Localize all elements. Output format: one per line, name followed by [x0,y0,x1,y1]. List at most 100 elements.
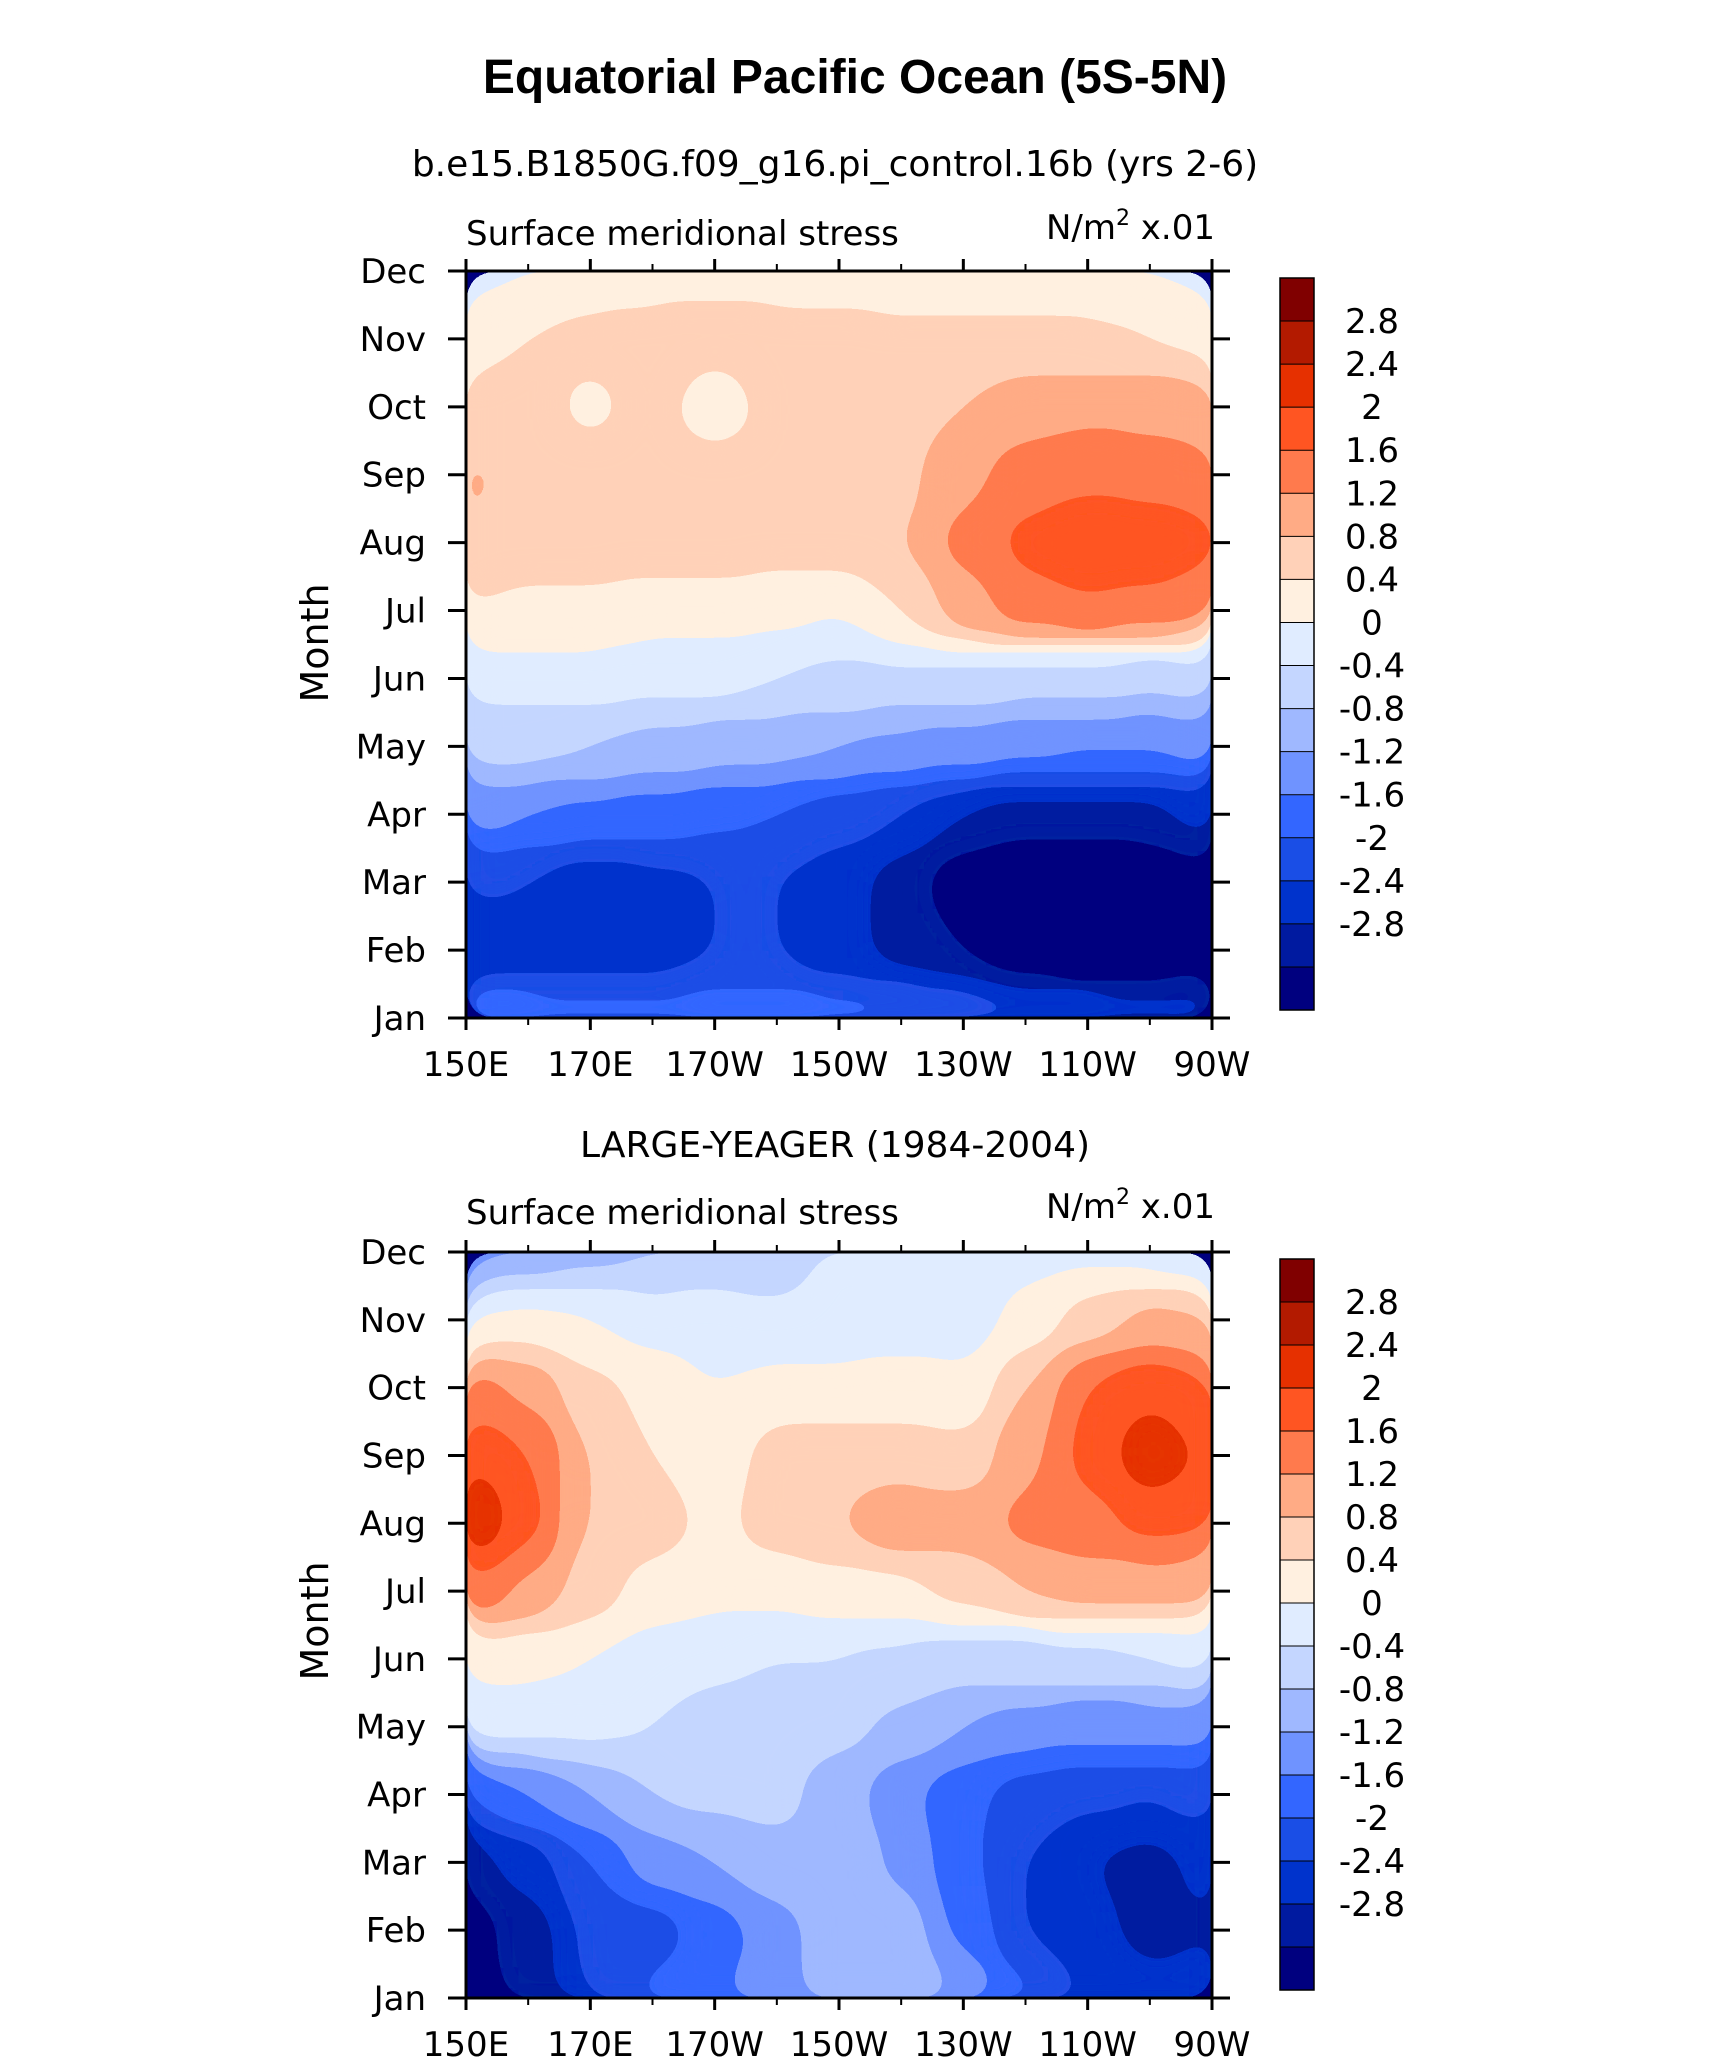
colorbar-label: -2 [1355,1799,1389,1839]
colorbar-swatch [1280,881,1314,925]
colorbar-swatch [1280,622,1314,666]
colorbar-label: 0 [1361,603,1383,643]
units-scale: x.01 [1130,1187,1215,1227]
colorbar-swatch [1280,924,1314,968]
colorbar-swatch [1280,1345,1314,1389]
units-base: N/m [1046,208,1116,248]
y-tick-label: Apr [367,1776,426,1816]
colorbar-swatch [1280,666,1314,710]
colorbar-label: 1.6 [1345,431,1399,471]
y-tick-label: Feb [366,1911,426,1951]
y-tick-label: Aug [360,1504,426,1544]
y-tick-label: Mar [362,1843,426,1883]
units-base: N/m [1046,1187,1116,1227]
x-tick-label: 170W [665,1045,764,1085]
colorbar-label: -2 [1355,819,1389,859]
colorbar-swatch [1280,1603,1314,1647]
colorbar-swatch [1280,1474,1314,1518]
colorbar-label: -2.8 [1339,905,1405,945]
y-tick-label: Oct [367,388,426,428]
colorbar-swatch [1280,1732,1314,1776]
colorbar-label: -0.8 [1339,690,1405,730]
colorbar-label: 0.8 [1345,1498,1399,1538]
x-tick-label: 170E [547,1045,633,1085]
colorbar-swatch [1280,1560,1314,1604]
colorbar-label: 1.6 [1345,1412,1399,1452]
contour-field [426,231,1252,1058]
x-tick-label: 110W [1038,1045,1137,1085]
colorbar-swatch [1280,838,1314,882]
colorbar: 2.82.421.61.20.80.40-0.4-0.8-1.2-1.6-2-2… [1280,278,1405,1011]
colorbar: 2.82.421.61.20.80.40-0.4-0.8-1.2-1.6-2-2… [1280,1259,1405,1991]
units-scale: x.01 [1130,208,1215,248]
variable-label: Surface meridional stress [466,1193,899,1233]
colorbar-label: 2.4 [1345,345,1399,385]
y-tick-label: Aug [360,524,426,564]
x-tick-label: 90W [1174,1045,1251,1085]
colorbar-swatch [1280,1689,1314,1733]
y-axis-label: Month [293,583,337,702]
y-tick-label: Feb [366,931,426,971]
colorbar-label: -0.4 [1339,647,1405,687]
colorbar-label: -0.4 [1339,1627,1405,1667]
colorbar-label: -2.4 [1339,1842,1405,1882]
colorbar-swatch [1280,364,1314,408]
y-tick-label: Nov [360,1301,426,1341]
colorbar-label: 1.2 [1345,474,1399,514]
colorbar-swatch [1280,1861,1314,1905]
colorbar-label: -2.8 [1339,1885,1405,1925]
colorbar-label: 0.4 [1345,560,1399,600]
colorbar-swatch [1280,795,1314,839]
colorbar-swatch [1280,321,1314,365]
colorbar-swatch [1280,752,1314,796]
contour-field [426,1212,1252,2038]
y-axis-label: Month [293,1561,337,1680]
y-tick-label: Jun [371,1640,426,1680]
variable-label: Surface meridional stress [466,214,899,254]
colorbar-swatch [1280,1947,1314,1991]
colorbar-swatch [1280,1818,1314,1862]
y-tick-label: May [356,727,426,767]
y-tick-label: Jan [372,999,426,1039]
colorbar-swatch [1280,1259,1314,1303]
y-tick-label: Jun [371,659,426,699]
colorbar-swatch [1280,1775,1314,1819]
y-tick-label: Jul [383,592,426,632]
x-tick-label: 150E [423,1045,509,1085]
panel-model: b.e15.B1850G.f09_g16.pi_control.16b (yrs… [293,144,1405,1085]
colorbar-label: -1.2 [1339,1713,1405,1753]
colorbar-label: 2 [1361,1369,1383,1409]
colorbar-swatch [1280,1517,1314,1561]
units-superscript: 2 [1116,206,1130,231]
colorbar-label: 2.4 [1345,1326,1399,1366]
colorbar-label: -2.4 [1339,862,1405,902]
colorbar-swatch [1280,1904,1314,1948]
colorbar-label: 0 [1361,1584,1383,1624]
panel-subtitle: LARGE-YEAGER (1984-2004) [580,1125,1090,1166]
colorbar-label: 2 [1361,388,1383,428]
colorbar-swatch [1280,536,1314,580]
colorbar-label: 1.2 [1345,1455,1399,1495]
colorbar-label: -1.2 [1339,733,1405,773]
colorbar-swatch [1280,1431,1314,1475]
colorbar-swatch [1280,1646,1314,1690]
colorbar-label: 2.8 [1345,302,1399,342]
colorbar-label: -1.6 [1339,776,1405,816]
colorbar-label: -0.8 [1339,1670,1405,1710]
x-tick-label: 150E [423,2025,509,2062]
x-tick-label: 110W [1038,2025,1137,2062]
panel-subtitle: b.e15.B1850G.f09_g16.pi_control.16b (yrs… [412,144,1258,185]
colorbar-label: 2.8 [1345,1283,1399,1323]
y-tick-label: Sep [362,1436,426,1476]
units-label: N/m2 x.01 [1046,206,1215,248]
x-tick-label: 90W [1174,2025,1251,2062]
y-tick-label: Dec [360,252,426,292]
y-tick-label: Nov [360,320,426,360]
y-tick-label: Sep [362,456,426,496]
units-label: N/m2 x.01 [1046,1185,1215,1227]
colorbar-label: 0.4 [1345,1541,1399,1581]
colorbar-swatch [1280,493,1314,537]
x-tick-label: 130W [914,1045,1013,1085]
x-tick-label: 150W [790,1045,889,1085]
